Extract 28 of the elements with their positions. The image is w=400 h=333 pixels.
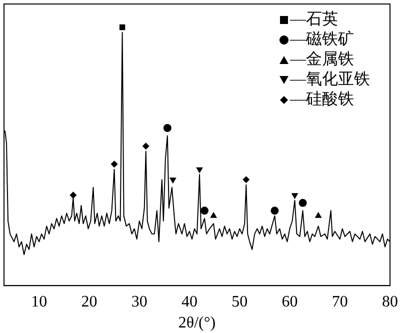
point [142,142,150,150]
point [314,212,322,218]
x-tick-label: 10 [31,293,48,310]
point [298,198,307,207]
x-tick-label: 40 [181,293,198,310]
x-axis-title: 2θ/(°) [178,314,216,332]
legend-label: —石英 [290,10,338,30]
legend-label: —硅酸铁 [290,90,354,110]
point [210,212,218,218]
point [200,206,209,215]
legend-label: —磁铁矿 [290,30,354,50]
x-tick-label: 60 [282,293,298,310]
point [119,24,126,30]
x-tick-label: 50 [232,293,248,310]
point [270,206,279,215]
x-tick-label: 30 [131,293,148,310]
point [110,160,118,168]
point [291,193,298,200]
point [163,124,172,132]
point [169,178,176,184]
point [70,192,77,199]
point [242,176,250,184]
legend-label: —金属铁 [290,50,354,70]
legend-label: —氧化亚铁 [290,70,370,90]
point [196,167,203,174]
x-tick-label: 70 [332,293,348,310]
x-tick-label: 20 [81,293,98,310]
x-tick-label: 80 [382,293,398,310]
